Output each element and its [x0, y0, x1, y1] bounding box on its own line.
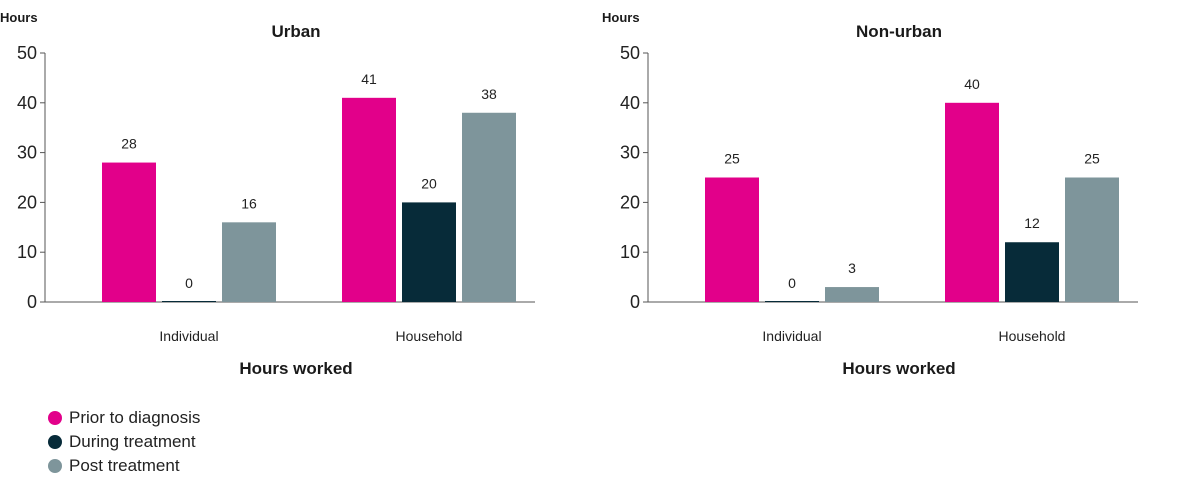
- y-axis-label-non-urban: Hours: [602, 10, 640, 25]
- y-tick-label-urban-40: 40: [17, 93, 37, 113]
- bar-urban-individual-prior-to-diagnosis: [102, 162, 156, 302]
- y-tick-label-urban-20: 20: [17, 192, 37, 212]
- data-label-urban-individual-2: 16: [241, 195, 257, 211]
- y-axis-label-urban: Hours: [0, 10, 38, 25]
- data-label-non-urban-household-2: 25: [1084, 151, 1100, 167]
- y-tick-label-non-urban-30: 30: [620, 143, 640, 163]
- data-label-non-urban-individual-0: 25: [724, 151, 740, 167]
- legend-label-during: During treatment: [69, 432, 196, 451]
- legend-swatch-during: [48, 435, 62, 449]
- legend-swatch-post: [48, 459, 62, 473]
- y-tick-label-non-urban-10: 10: [620, 242, 640, 262]
- bar-non-urban-household-during-treatment: [1005, 242, 1059, 302]
- legend-label-post: Post treatment: [69, 456, 180, 475]
- legend: Prior to diagnosis During treatment Post…: [48, 406, 200, 478]
- data-label-non-urban-household-0: 40: [964, 76, 980, 92]
- bar-non-urban-individual-prior-to-diagnosis: [705, 177, 759, 302]
- y-tick-label-urban-30: 30: [17, 143, 37, 163]
- bar-urban-household-during-treatment: [402, 202, 456, 302]
- y-tick-label-urban-50: 50: [17, 43, 37, 63]
- chart-title-urban: Urban: [271, 22, 320, 41]
- legend-item-post: Post treatment: [48, 454, 200, 478]
- y-tick-label-urban-0: 0: [27, 292, 37, 312]
- bar-urban-household-post-treatment: [462, 112, 516, 302]
- y-tick-label-urban-10: 10: [17, 242, 37, 262]
- data-label-urban-household-2: 38: [481, 86, 497, 102]
- bar-urban-household-prior-to-diagnosis: [342, 97, 396, 302]
- bar-urban-individual-during-treatment: [162, 301, 216, 302]
- x-axis-label-non-urban: Hours worked: [842, 359, 955, 378]
- chart-title-non-urban: Non-urban: [856, 22, 942, 41]
- data-label-urban-household-0: 41: [361, 71, 377, 87]
- legend-item-prior: Prior to diagnosis: [48, 406, 200, 430]
- data-label-urban-individual-0: 28: [121, 136, 137, 152]
- data-label-urban-household-1: 20: [421, 175, 437, 191]
- y-tick-label-non-urban-20: 20: [620, 192, 640, 212]
- x-axis-label-urban: Hours worked: [239, 359, 352, 378]
- x-tick-label-urban-individual: Individual: [159, 328, 218, 344]
- y-tick-label-non-urban-50: 50: [620, 43, 640, 63]
- y-tick-label-non-urban-0: 0: [630, 292, 640, 312]
- legend-label-prior: Prior to diagnosis: [69, 408, 201, 427]
- data-label-urban-individual-1: 0: [185, 275, 193, 291]
- data-label-non-urban-individual-2: 3: [848, 260, 856, 276]
- data-label-non-urban-household-1: 12: [1024, 215, 1040, 231]
- bar-non-urban-individual-post-treatment: [825, 287, 879, 302]
- bar-non-urban-household-prior-to-diagnosis: [945, 102, 999, 302]
- x-tick-label-non-urban-household: Household: [999, 328, 1066, 344]
- bar-non-urban-household-post-treatment: [1065, 177, 1119, 302]
- bar-urban-individual-post-treatment: [222, 222, 276, 302]
- legend-swatch-prior: [48, 411, 62, 425]
- x-tick-label-non-urban-individual: Individual: [762, 328, 821, 344]
- bar-non-urban-individual-during-treatment: [765, 301, 819, 302]
- data-label-non-urban-individual-1: 0: [788, 275, 796, 291]
- charts-canvas: HoursUrban0102030405028016Individual4120…: [0, 10, 1138, 378]
- x-tick-label-urban-household: Household: [396, 328, 463, 344]
- y-tick-label-non-urban-40: 40: [620, 93, 640, 113]
- legend-item-during: During treatment: [48, 430, 200, 454]
